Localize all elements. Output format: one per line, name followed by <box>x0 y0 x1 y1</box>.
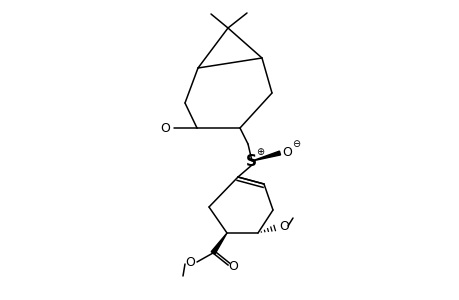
Text: S: S <box>245 154 256 169</box>
Text: O: O <box>281 146 291 158</box>
Text: O: O <box>185 256 195 269</box>
Polygon shape <box>252 151 280 161</box>
Text: ⊕: ⊕ <box>255 147 263 157</box>
Text: O: O <box>228 260 237 274</box>
Text: ⊖: ⊖ <box>291 139 299 149</box>
Polygon shape <box>211 233 226 254</box>
Text: O: O <box>160 122 169 134</box>
Text: O: O <box>279 220 288 232</box>
